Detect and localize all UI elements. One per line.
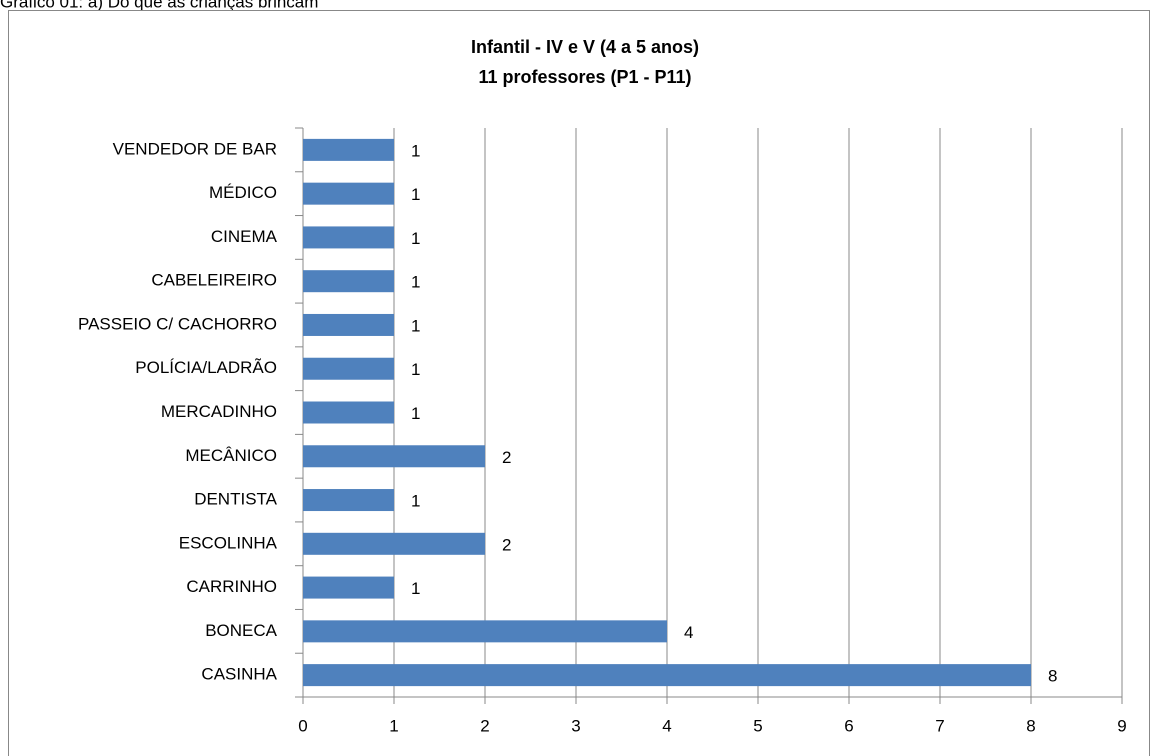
x-tick-label: 7 bbox=[935, 716, 944, 735]
bar bbox=[303, 270, 394, 293]
x-tick-label: 6 bbox=[844, 716, 853, 735]
data-label: 1 bbox=[411, 141, 420, 160]
bar bbox=[303, 313, 394, 336]
y-tick-label: PASSEIO C/ CACHORRO bbox=[78, 314, 277, 333]
x-tick-label: 1 bbox=[389, 716, 398, 735]
data-label: 1 bbox=[411, 185, 420, 204]
y-tick-label: MÉDICO bbox=[209, 183, 277, 202]
data-label: 1 bbox=[411, 316, 420, 335]
bar bbox=[303, 357, 394, 380]
y-tick-label: CABELEIREIRO bbox=[151, 271, 277, 290]
data-label: 8 bbox=[1048, 667, 1057, 686]
x-tick-label: 0 bbox=[298, 716, 307, 735]
bar bbox=[303, 226, 394, 249]
chart-frame bbox=[8, 10, 1150, 756]
y-tick-label: MECÂNICO bbox=[185, 446, 277, 465]
y-tick-label: CARRINHO bbox=[186, 577, 277, 596]
bar bbox=[303, 445, 485, 468]
data-label: 1 bbox=[411, 360, 420, 379]
bar bbox=[303, 138, 394, 161]
bar bbox=[303, 576, 394, 599]
bar bbox=[303, 532, 485, 555]
caption: Gráfico 01: a) Do que as crianças brinca… bbox=[0, 0, 318, 11]
bar bbox=[303, 489, 394, 512]
bar bbox=[303, 620, 667, 643]
x-tick-label: 9 bbox=[1117, 716, 1126, 735]
chart-title: Infantil - IV e V (4 a 5 anos) bbox=[471, 37, 699, 57]
bar bbox=[303, 401, 394, 424]
x-tick-label: 3 bbox=[571, 716, 580, 735]
data-label: 2 bbox=[502, 535, 511, 554]
x-tick-label: 5 bbox=[753, 716, 762, 735]
data-label: 1 bbox=[411, 273, 420, 292]
chart-subtitle: 11 professores (P1 - P11) bbox=[478, 67, 691, 87]
x-tick-label: 2 bbox=[480, 716, 489, 735]
y-tick-label: CINEMA bbox=[211, 227, 278, 246]
y-tick-label: POLÍCIA/LADRÃO bbox=[135, 358, 277, 377]
bar bbox=[303, 664, 1031, 687]
data-label: 1 bbox=[411, 579, 420, 598]
x-tick-label: 8 bbox=[1026, 716, 1035, 735]
data-label: 4 bbox=[684, 623, 693, 642]
data-label: 1 bbox=[411, 229, 420, 248]
data-label: 1 bbox=[411, 492, 420, 511]
x-tick-label: 4 bbox=[662, 716, 671, 735]
data-label: 1 bbox=[411, 404, 420, 423]
y-tick-label: ESCOLINHA bbox=[179, 533, 278, 552]
y-tick-label: BONECA bbox=[205, 621, 277, 640]
y-tick-label: CASINHA bbox=[201, 665, 277, 684]
y-tick-label: VENDEDOR DE BAR bbox=[113, 139, 277, 158]
data-label: 2 bbox=[502, 448, 511, 467]
y-tick-label: MERCADINHO bbox=[161, 402, 277, 421]
y-tick-label: DENTISTA bbox=[194, 490, 277, 509]
bar bbox=[303, 182, 394, 205]
